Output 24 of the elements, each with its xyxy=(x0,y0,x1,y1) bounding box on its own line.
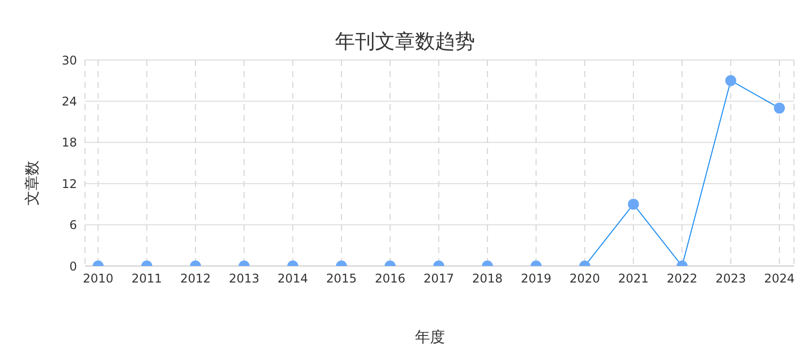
x-axis-title: 年度 xyxy=(414,328,446,347)
chart-title: 年刊文章数趋势 xyxy=(334,28,476,55)
x-tick-label: 2012 xyxy=(180,272,211,286)
x-tick-label: 2015 xyxy=(326,272,357,286)
y-tick-label: 24 xyxy=(62,94,77,108)
x-tick-label: 2023 xyxy=(715,272,746,286)
y-tick-label: 18 xyxy=(62,136,77,150)
x-tick-label: 2021 xyxy=(618,272,649,286)
x-tick-label: 2018 xyxy=(472,272,503,286)
x-tick-label: 2020 xyxy=(569,272,600,286)
x-tick-label: 2019 xyxy=(520,272,552,286)
y-tick-label: 12 xyxy=(62,176,77,191)
x-tick-label: 2024 xyxy=(764,272,795,286)
y-tick-label: 0 xyxy=(69,259,77,274)
x-tick-label: 2014 xyxy=(278,272,308,286)
x-tick-label: 2016 xyxy=(374,272,406,286)
x-tick-label: 2017 xyxy=(423,272,454,286)
y-tick-label: 6 xyxy=(69,218,77,232)
x-tick-label: 2011 xyxy=(132,272,162,286)
x-tick-label: 2013 xyxy=(228,272,260,286)
x-tick-label: 2022 xyxy=(666,272,698,286)
y-axis-title: 文章数 xyxy=(23,160,42,206)
x-tick-label: 2010 xyxy=(82,272,114,286)
y-tick-label: 30 xyxy=(62,53,77,68)
